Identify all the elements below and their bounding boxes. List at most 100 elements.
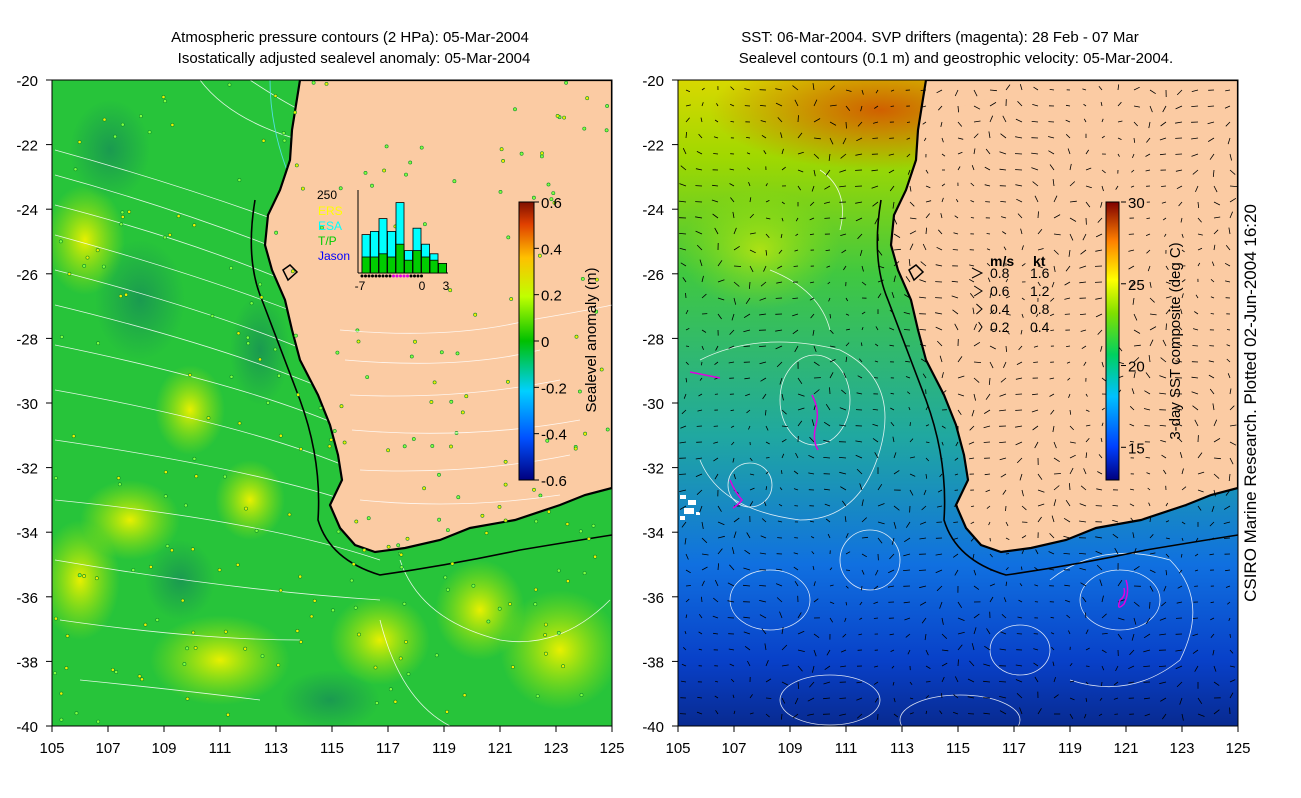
velocity-arrow xyxy=(877,521,885,525)
velocity-arrow xyxy=(952,309,959,315)
velocity-arrow xyxy=(889,185,895,192)
velocity-arrow xyxy=(1085,452,1088,459)
velocity-arrow xyxy=(792,329,799,335)
track-point xyxy=(96,719,101,724)
velocity-arrow xyxy=(828,153,831,161)
track-point xyxy=(585,96,590,101)
left-lat-tick-label: -24 xyxy=(16,202,38,219)
velocity-arrow xyxy=(759,614,767,619)
velocity-arrow xyxy=(838,457,847,459)
velocity-arrow xyxy=(1164,233,1167,237)
velocity-arrow xyxy=(829,359,836,363)
velocity-arrow xyxy=(679,473,687,475)
track-point xyxy=(422,222,427,227)
velocity-arrow xyxy=(743,567,751,571)
track-point xyxy=(351,562,356,567)
velocity-arrow xyxy=(760,377,767,382)
left-lon-tick-label: 121 xyxy=(487,740,512,757)
track-point xyxy=(449,444,453,449)
velocity-arrow xyxy=(1223,537,1231,539)
velocity-arrow xyxy=(797,115,799,123)
credit-note: CSIRO Marine Research. Plotted 02-Jun-20… xyxy=(1238,80,1264,726)
track-point xyxy=(353,605,358,610)
velocity-arrow xyxy=(921,105,927,108)
velocity-arrow xyxy=(925,681,931,683)
velocity-arrow xyxy=(749,473,755,476)
velocity-arrow xyxy=(983,712,991,715)
track-point xyxy=(556,568,561,573)
velocity-arrow xyxy=(733,473,736,480)
velocity-arrow xyxy=(856,137,863,142)
track-point xyxy=(282,138,287,143)
track-point xyxy=(505,379,510,384)
left-lat-tick-label: -32 xyxy=(16,461,38,478)
velocity-arrow xyxy=(1129,503,1135,507)
track-point xyxy=(165,544,170,549)
velocity-arrow xyxy=(743,313,751,319)
velocity-arrow xyxy=(1021,263,1026,267)
velocity-arrow xyxy=(856,697,863,701)
velocity-arrow xyxy=(813,389,820,395)
right-title-line1: SST: 06-Mar-2004. SVP drifters (magenta)… xyxy=(741,29,1139,46)
velocity-arrow xyxy=(763,150,767,155)
velocity-arrow xyxy=(1000,473,1007,478)
velocity-arrow xyxy=(892,436,895,443)
velocity-arrow xyxy=(845,342,850,347)
velocity-arrow xyxy=(761,134,767,139)
track-point xyxy=(544,651,548,656)
velocity-arrow xyxy=(892,201,895,209)
track-point xyxy=(535,694,540,699)
velocity-arrow xyxy=(1101,361,1104,368)
velocity-arrow xyxy=(1065,134,1071,139)
velocity-legend-ms: 0.6 xyxy=(990,283,1010,299)
track-point xyxy=(396,543,401,548)
track-point xyxy=(53,671,57,676)
velocity-arrow xyxy=(983,680,991,683)
velocity-arrow xyxy=(730,425,735,428)
velocity-arrow xyxy=(986,263,991,267)
track-point xyxy=(382,168,387,173)
velocity-arrow xyxy=(1037,248,1044,251)
track-point xyxy=(434,653,439,658)
velocity-arrow xyxy=(1163,469,1167,475)
velocity-arrow xyxy=(1100,345,1103,352)
velocity-arrow xyxy=(765,441,770,445)
velocity-arrow xyxy=(1053,195,1058,203)
velocity-arrow xyxy=(842,137,847,145)
velocity-arrow xyxy=(727,600,735,603)
velocity-arrow xyxy=(1223,521,1231,524)
velocity-arrow xyxy=(749,232,756,235)
track-point xyxy=(138,114,143,119)
velocity-arrow xyxy=(776,361,783,368)
velocity-arrow xyxy=(1129,406,1135,411)
velocity-arrow xyxy=(829,567,833,571)
velocity-arrow xyxy=(823,681,831,685)
velocity-arrow xyxy=(939,710,943,715)
left-lon-tick-label: 123 xyxy=(543,740,568,757)
velocity-arrow xyxy=(765,233,770,239)
velocity-arrow xyxy=(1005,84,1011,91)
track-point xyxy=(82,574,87,578)
velocity-arrow xyxy=(1100,201,1103,208)
velocity-arrow xyxy=(1195,537,1199,542)
velocity-arrow xyxy=(1063,535,1071,539)
track-point xyxy=(374,701,379,705)
velocity-arrow xyxy=(733,710,736,715)
track-point xyxy=(194,474,199,479)
track-point xyxy=(538,253,542,258)
velocity-arrow xyxy=(765,200,770,203)
velocity-arrow xyxy=(1192,649,1199,654)
velocity-arrow xyxy=(840,233,847,236)
velocity-arrow xyxy=(813,361,820,367)
velocity-arrow xyxy=(1016,361,1023,365)
velocity-arrow xyxy=(1145,372,1151,379)
velocity-arrow xyxy=(1079,281,1087,284)
velocity-arrow xyxy=(1213,201,1221,206)
velocity-arrow xyxy=(759,361,767,365)
velocity-arrow xyxy=(1181,537,1184,542)
velocity-arrow xyxy=(747,660,751,667)
velocity-arrow xyxy=(717,279,725,283)
track-point xyxy=(155,618,160,622)
velocity-arrow xyxy=(829,313,831,319)
